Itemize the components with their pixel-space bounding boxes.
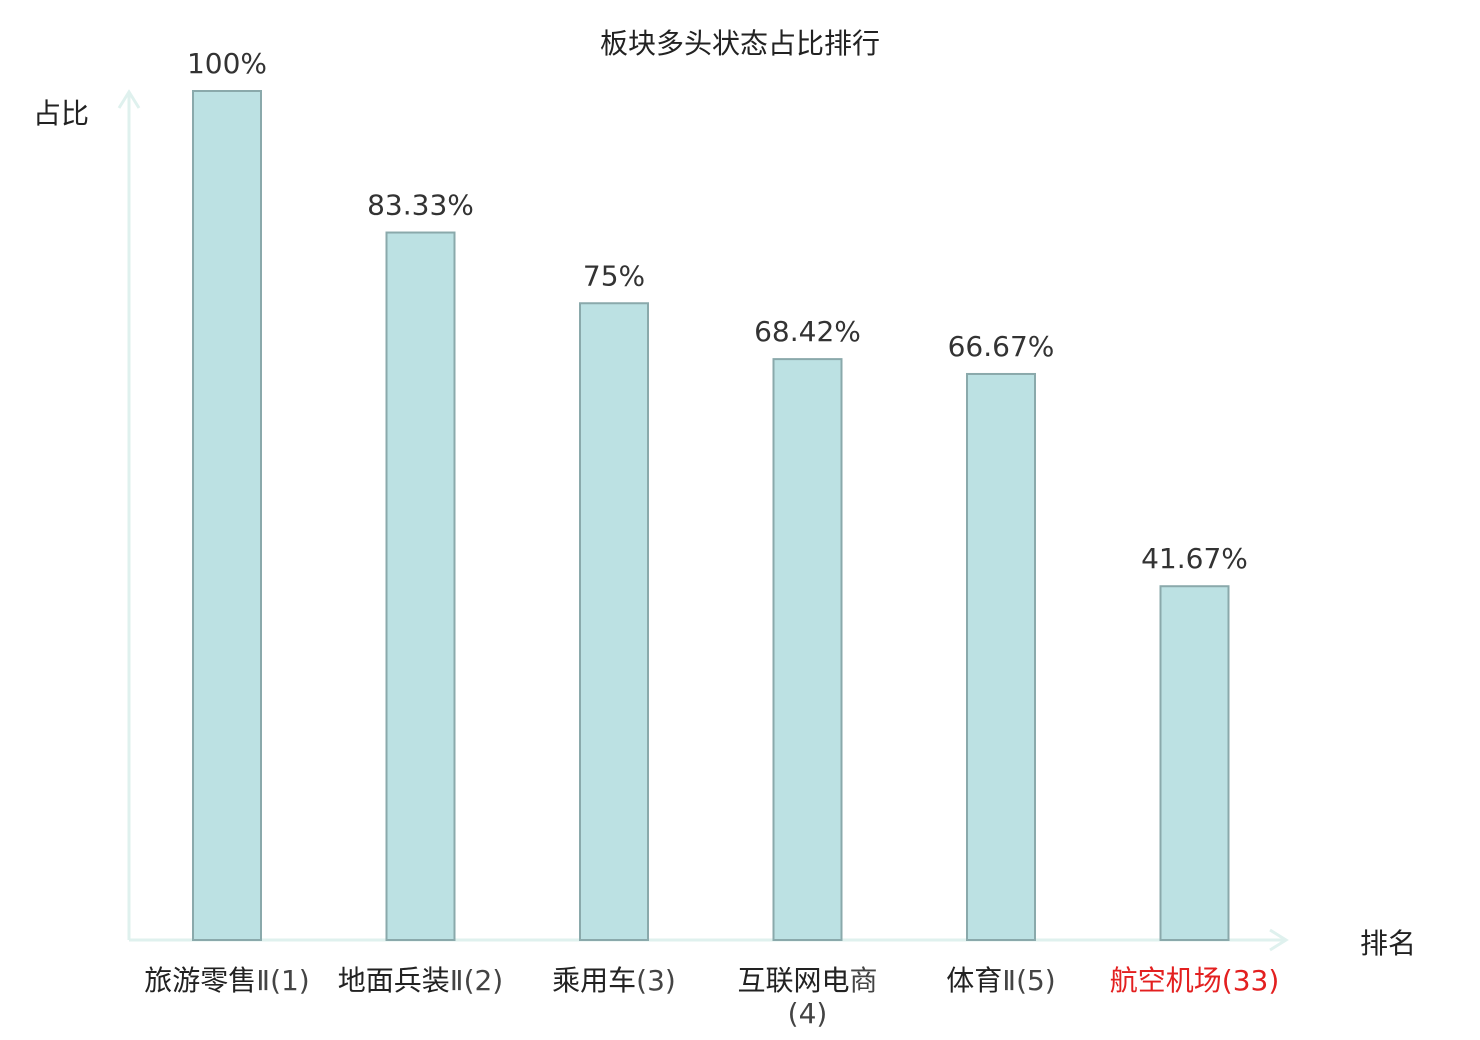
category-rank: (3): [636, 964, 676, 997]
bar: [385, 231, 456, 941]
bar: [192, 90, 262, 941]
bar: [772, 358, 843, 941]
category-name: 互联网电: [737, 964, 850, 997]
data-label: 75%: [583, 259, 645, 292]
data-label: 83.33%: [367, 189, 474, 222]
category-name: 地面兵装: [337, 964, 450, 997]
category-rank: Ⅱ(2): [449, 964, 504, 997]
x-tick-label: 航空机场(33): [1110, 964, 1280, 997]
axes: [117, 89, 1289, 952]
x-tick-label: 互联网电商(4): [723, 964, 893, 1030]
category-rank: (33): [1221, 964, 1280, 997]
category-name: 航空机场: [1109, 964, 1222, 997]
chart-title: 板块多头状态占比排行: [599, 27, 880, 60]
bar: [966, 372, 1036, 942]
data-label: 100%: [187, 47, 267, 80]
y-axis-label: 占比: [33, 97, 90, 130]
x-tick-label: 旅游零售Ⅱ(1): [142, 964, 312, 997]
bar: [579, 302, 649, 941]
category-name: 体育: [946, 964, 1003, 997]
category-rank: Ⅱ(1): [256, 964, 310, 997]
bars: [192, 90, 1230, 942]
data-label: 66.67%: [948, 330, 1055, 363]
value-labels: 100% 83.33% 75% 68.42% 66.67% 41.67%: [187, 47, 1248, 575]
data-label: 68.42%: [754, 315, 861, 348]
x-tick-label: 体育Ⅱ(5): [916, 964, 1086, 997]
x-tick-label: 地面兵装Ⅱ(2): [336, 964, 506, 997]
data-label: 41.67%: [1141, 542, 1248, 575]
y-axis-arrow-icon: [117, 89, 141, 109]
category-rank: 商(4): [787, 964, 878, 1030]
category-name: 乘用车: [552, 964, 637, 997]
x-axis-label: 排名: [1360, 927, 1417, 960]
x-tick-label: 乘用车(3): [529, 964, 699, 997]
category-rank: Ⅱ(5): [1002, 964, 1056, 997]
x-axis-arrow-icon: [1269, 928, 1289, 952]
bar: [1159, 585, 1230, 941]
category-name: 旅游零售: [144, 964, 257, 997]
